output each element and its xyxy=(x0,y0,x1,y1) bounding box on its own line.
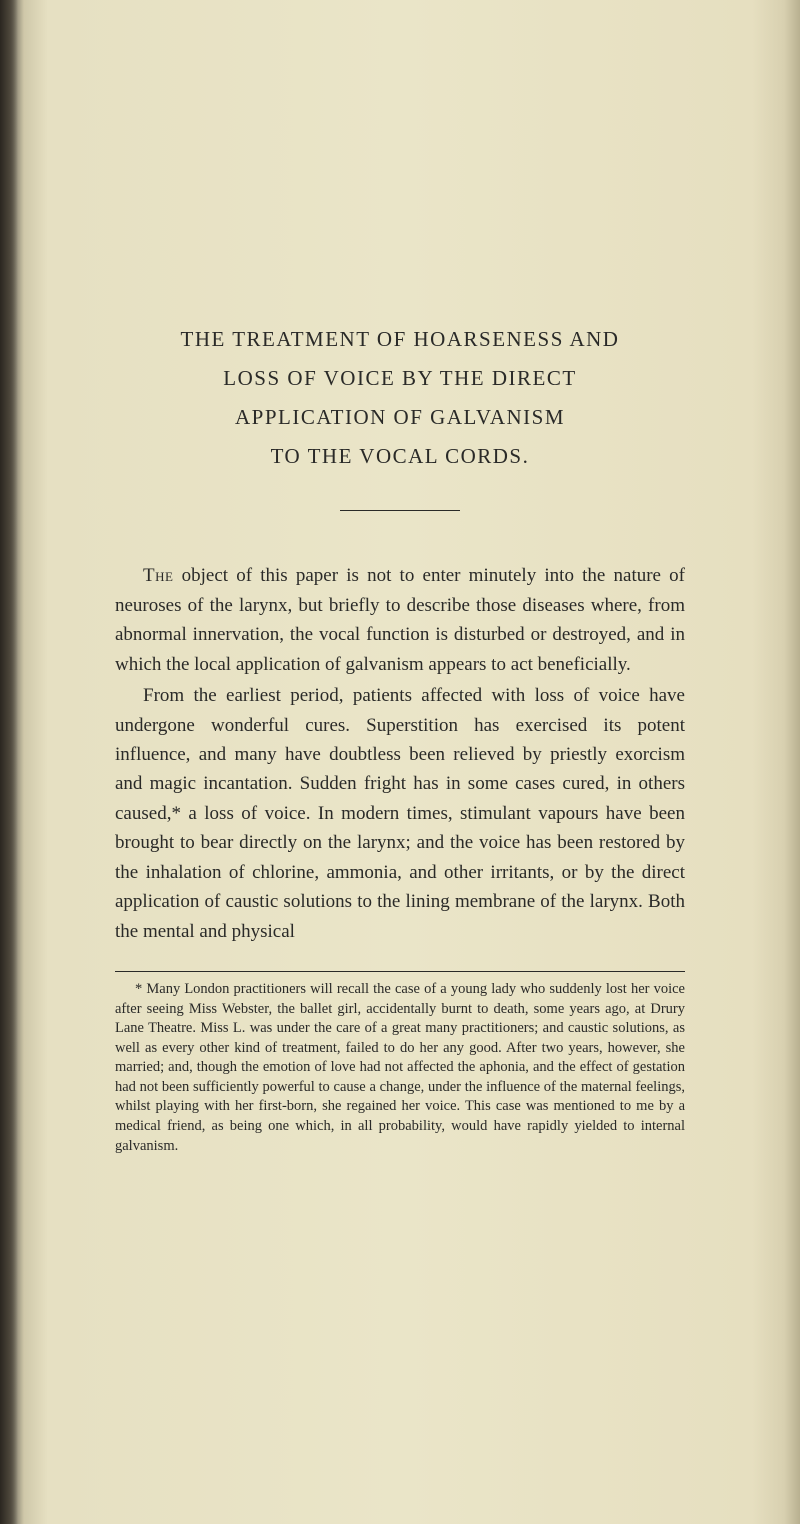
lead-word: The xyxy=(143,565,173,586)
title-line-2: LOSS OF VOICE BY THE DIRECT xyxy=(115,359,685,398)
footnote-rule xyxy=(115,971,685,972)
title-rule xyxy=(340,510,460,511)
title-line-1: THE TREATMENT OF HOARSENESS AND xyxy=(115,320,685,359)
title-block: THE TREATMENT OF HOARSENESS AND LOSS OF … xyxy=(115,320,685,475)
paragraph-1-text: object of this paper is not to enter min… xyxy=(115,565,685,674)
paragraph-2: From the earliest period, patients affec… xyxy=(115,681,685,946)
title-line-3: APPLICATION OF GALVANISM xyxy=(115,398,685,437)
title-line-4: TO THE VOCAL CORDS. xyxy=(115,437,685,476)
paragraph-1: The object of this paper is not to enter… xyxy=(115,561,685,679)
footnote: * Many London practitioners will recall … xyxy=(115,980,685,1156)
scan-left-shadow xyxy=(0,0,18,1524)
body-text: The object of this paper is not to enter… xyxy=(115,561,685,946)
page-content: THE TREATMENT OF HOARSENESS AND LOSS OF … xyxy=(115,320,685,1156)
